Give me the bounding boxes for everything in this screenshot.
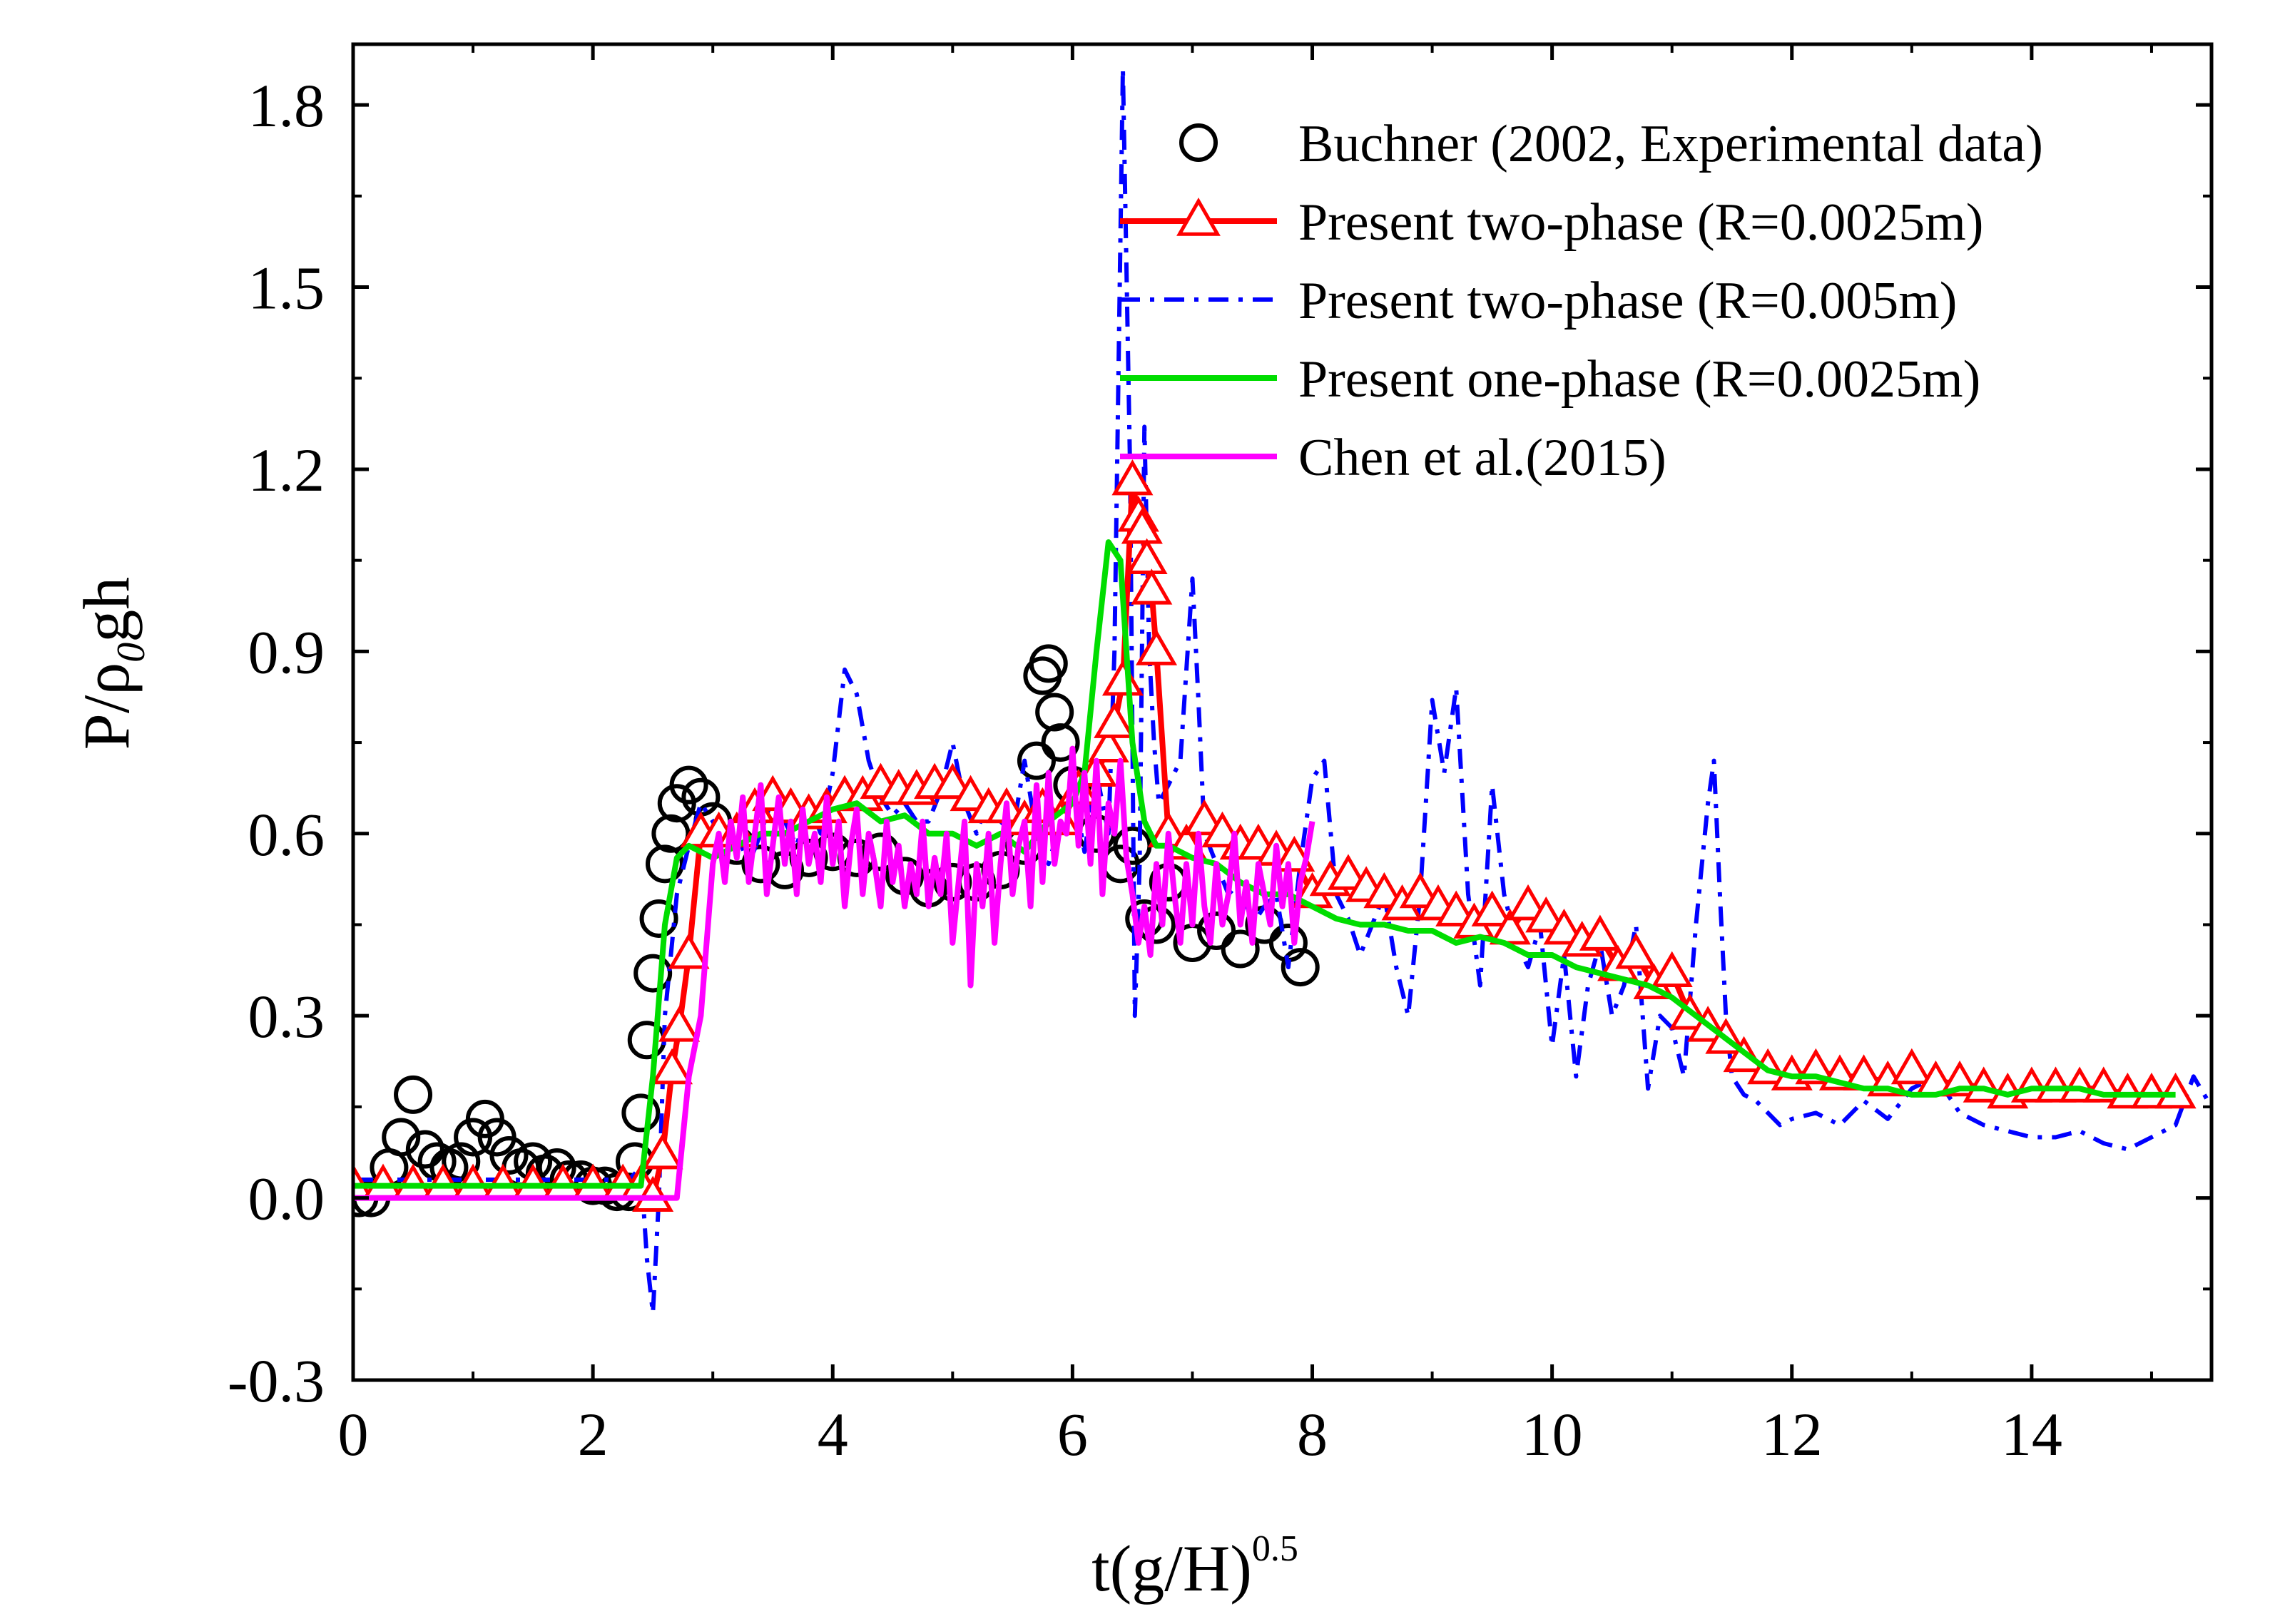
data-point-triangle <box>1184 799 1226 836</box>
data-point-experimental <box>741 844 780 884</box>
data-point-experimental <box>1041 723 1080 762</box>
data-point-triangle <box>1131 568 1173 605</box>
data-point-experimental <box>645 844 684 884</box>
series-4 <box>353 745 1315 1201</box>
data-point-triangle <box>1507 884 1549 921</box>
data-point-triangle <box>950 775 992 812</box>
x-tick-label: 14 <box>2001 1400 2062 1469</box>
data-point-triangle <box>668 933 710 969</box>
data-point-experimental <box>1281 948 1320 987</box>
data-point-triangle <box>641 1133 683 1170</box>
data-point-triangle <box>1126 538 1168 575</box>
data-point-triangle <box>1615 933 1657 969</box>
data-point-experimental <box>621 1093 661 1133</box>
legend-item: Present two-phase (R=0.005m) <box>1120 272 1957 330</box>
legend-label: Present one-phase (R=0.0025m) <box>1298 350 1980 409</box>
data-point-triangle <box>1094 702 1136 738</box>
y-tick-labels: -0.3 0.0 0.3 0.6 0.9 1.2 1.5 1.8 <box>228 71 325 1415</box>
y-axis-title: P/ρ0gh <box>70 577 153 750</box>
legend-marker-triangle <box>1176 197 1221 236</box>
data-point-experimental <box>1221 929 1260 969</box>
data-point-triangle <box>1327 854 1369 890</box>
data-point-triangle <box>1101 659 1144 696</box>
data-point-triangle <box>1399 872 1441 909</box>
data-point-experimental <box>1029 644 1068 683</box>
data-point-triangle <box>1121 508 1163 544</box>
data-point-experimental <box>394 1075 433 1114</box>
y-tick-label: 1.2 <box>248 436 325 504</box>
data-point-experimental <box>669 765 708 805</box>
data-point-triangle <box>2154 1072 2197 1109</box>
data-point-experimental <box>633 954 673 993</box>
data-point-triangle <box>1471 890 1513 926</box>
y-axis-title-tail: gh <box>70 577 143 643</box>
data-point-triangle <box>632 1175 674 1212</box>
data-point-triangle <box>932 762 974 800</box>
data-point-triangle <box>1087 726 1129 762</box>
data-point-triangle <box>1525 896 1567 933</box>
series-layer <box>353 66 2212 1316</box>
y-tick-label: 0.3 <box>248 982 325 1051</box>
x-tick-label: 10 <box>1522 1400 1583 1469</box>
legend-item: Present two-phase (R=0.0025m) <box>1120 193 1983 252</box>
x-tick-label: 12 <box>1761 1400 1823 1469</box>
y-axis-title-main: P/ρ <box>70 663 143 750</box>
data-point-triangle <box>1363 872 1405 909</box>
x-axis-title: t(g/H)0.5 <box>1091 1528 1298 1605</box>
y-tick-label: 0.6 <box>248 800 325 869</box>
plot-frame <box>351 42 2214 1382</box>
legend-item: Buchner (2002, Experimental data) <box>1179 115 2043 173</box>
data-point-triangle <box>651 1048 693 1085</box>
legend-label: Chen et al.(2015) <box>1298 429 1666 487</box>
data-point-triangle <box>1111 459 1154 496</box>
legend-label: Present two-phase (R=0.005m) <box>1298 272 1957 330</box>
y-tick-label: 0.0 <box>248 1165 325 1233</box>
legend-item: Chen et al.(2015) <box>1120 429 1666 487</box>
y-axis-title-subscript: 0 <box>109 643 153 663</box>
y-tick-label: 1.5 <box>248 254 325 322</box>
legend-label: Buchner (2002, Experimental data) <box>1298 115 2043 173</box>
data-point-experimental <box>639 899 678 938</box>
data-point-experimental <box>651 814 691 853</box>
data-point-triangle <box>1136 629 1178 665</box>
data-point-triangle <box>1651 951 1693 987</box>
y-tick-label: -0.3 <box>228 1347 325 1415</box>
y-tick-label: 0.9 <box>248 618 325 686</box>
x-tick-label: 0 <box>338 1400 369 1469</box>
x-tick-label: 8 <box>1297 1400 1328 1469</box>
x-tick-labels: 0 2 4 6 8 10 12 14 <box>338 1400 2062 1469</box>
data-point-experimental <box>1197 911 1236 950</box>
data-point-triangle <box>1890 1048 1933 1085</box>
ticks-layer <box>351 44 2212 1382</box>
x-tick-label: 6 <box>1057 1400 1088 1469</box>
data-point-experimental <box>405 1130 444 1169</box>
legend: Buchner (2002, Experimental data) Present… <box>1120 115 2043 487</box>
y-tick-label: 1.8 <box>248 71 325 140</box>
legend-label: Present two-phase (R=0.0025m) <box>1298 193 1983 252</box>
series-line <box>353 745 1315 1201</box>
x-tick-label: 4 <box>818 1400 848 1469</box>
data-point-triangle <box>1435 890 1477 926</box>
x-axis-title-superscript: 0.5 <box>1252 1528 1298 1569</box>
legend-item: Present one-phase (R=0.0025m) <box>1120 350 1980 409</box>
data-point-triangle <box>353 1163 375 1200</box>
series-1 <box>353 459 2197 1212</box>
data-point-experimental <box>489 1135 529 1175</box>
data-point-triangle <box>658 1006 701 1042</box>
legend-marker-circle <box>1179 123 1218 162</box>
data-point-experimental <box>382 1118 421 1157</box>
x-tick-label: 2 <box>578 1400 609 1469</box>
data-point-triangle <box>1579 914 1621 951</box>
data-point-experimental <box>1017 741 1056 780</box>
data-point-experimental <box>1035 693 1074 732</box>
data-point-triangle <box>1543 908 1585 945</box>
x-axis-title-main: t(g/H) <box>1091 1532 1252 1605</box>
